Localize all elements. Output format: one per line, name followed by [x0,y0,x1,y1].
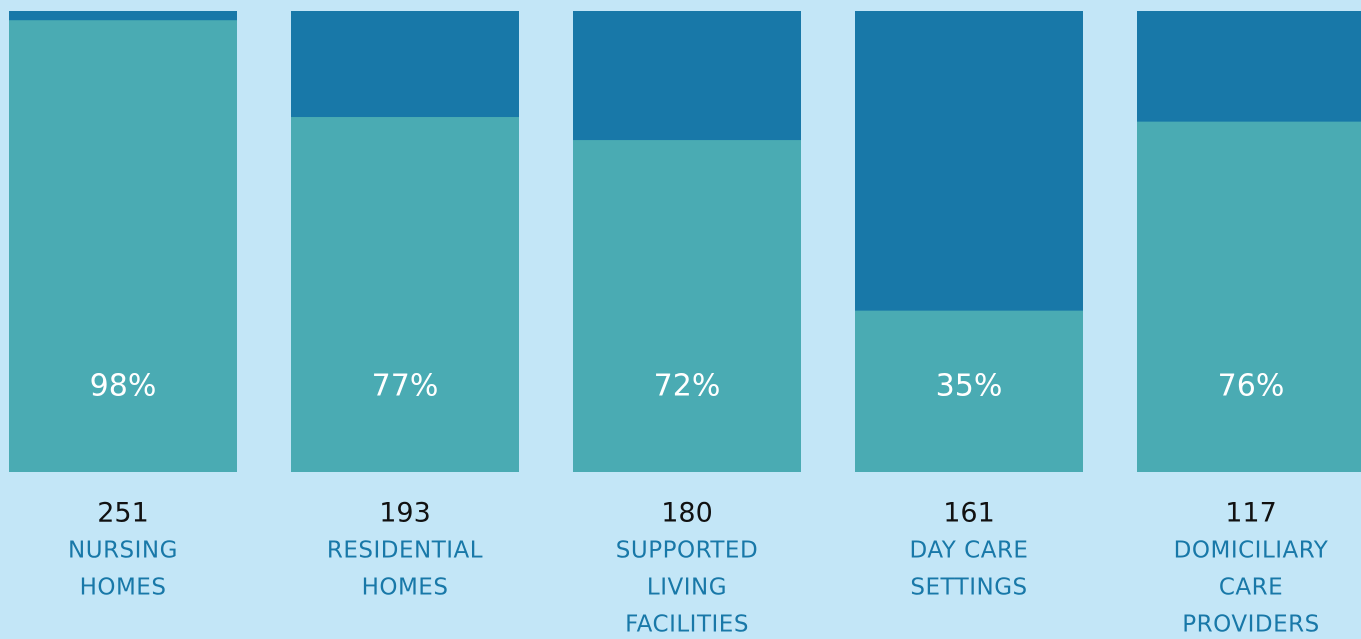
value-label: 72% [654,369,721,404]
bar [573,140,801,472]
count-label: 193 [379,498,431,529]
category-label: NURSING [68,538,178,564]
category-label: CARE [1219,575,1283,601]
bar [1137,121,1361,472]
value-label: 77% [372,369,439,404]
value-label: 98% [90,369,157,404]
category-label: SUPPORTED [616,538,758,564]
count-label: 180 [661,498,713,529]
count-label: 161 [943,498,995,529]
count-label: 117 [1225,498,1277,529]
bar [9,20,237,472]
category-label: RESIDENTIAL [327,538,483,564]
category-label: HOMES [362,575,449,601]
category-label: LIVING [647,575,727,601]
bar [855,310,1083,472]
count-label: 251 [97,498,149,529]
bar [291,117,519,472]
category-label: DAY CARE [910,538,1029,564]
value-label: 35% [936,369,1003,404]
category-label: DOMICILIARY [1174,538,1329,564]
value-label: 76% [1218,369,1285,404]
category-label: SETTINGS [910,575,1027,601]
category-label: HOMES [80,575,167,601]
category-label: PROVIDERS [1182,612,1319,638]
category-label: FACILITIES [625,612,749,638]
